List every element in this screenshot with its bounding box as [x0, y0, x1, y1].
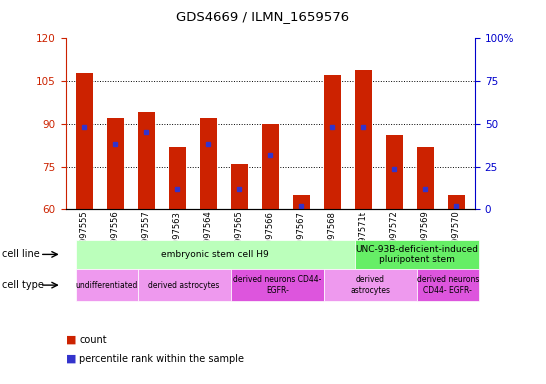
Text: percentile rank within the sample: percentile rank within the sample: [79, 354, 244, 364]
Bar: [75, 73, 93, 209]
Bar: [262, 124, 279, 209]
Bar: [386, 135, 403, 209]
Bar: [200, 118, 217, 209]
Bar: [231, 164, 248, 209]
Bar: [106, 118, 124, 209]
Bar: [448, 195, 465, 209]
Text: embryonic stem cell H9: embryonic stem cell H9: [161, 250, 269, 259]
Text: GDS4669 / ILMN_1659576: GDS4669 / ILMN_1659576: [175, 10, 349, 23]
Bar: [324, 75, 341, 209]
Bar: [169, 147, 186, 209]
Text: count: count: [79, 335, 107, 345]
Text: undifferentiated: undifferentiated: [75, 281, 138, 290]
Text: ■: ■: [66, 335, 76, 345]
Text: derived neurons
CD44- EGFR-: derived neurons CD44- EGFR-: [417, 275, 479, 295]
Bar: [138, 113, 155, 209]
Text: cell line: cell line: [2, 249, 39, 260]
Text: derived astrocytes: derived astrocytes: [149, 281, 220, 290]
Bar: [355, 70, 372, 209]
Text: cell type: cell type: [2, 280, 44, 290]
Text: UNC-93B-deficient-induced
pluripotent stem: UNC-93B-deficient-induced pluripotent st…: [355, 245, 478, 264]
Bar: [293, 195, 310, 209]
Bar: [417, 147, 434, 209]
Text: derived
astrocytes: derived astrocytes: [351, 275, 390, 295]
Text: derived neurons CD44-
EGFR-: derived neurons CD44- EGFR-: [233, 275, 322, 295]
Text: ■: ■: [66, 354, 76, 364]
